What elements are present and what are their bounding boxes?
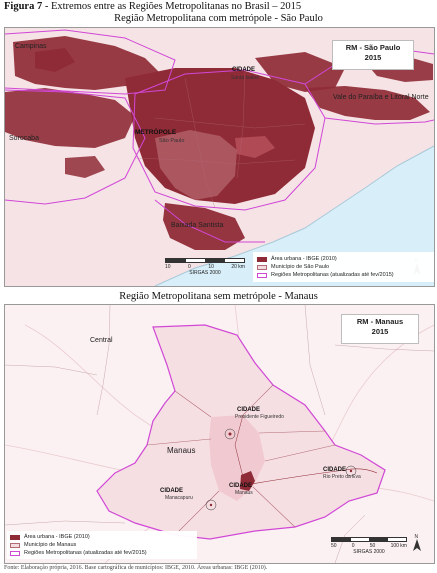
scale1-tick-b: 0 xyxy=(188,264,191,270)
map1-box-year: 2015 xyxy=(364,53,382,62)
figure-caption: - Extremos entre as Regiões Metropolitan… xyxy=(42,1,302,12)
map2-legend: Área urbana - IBGE (2010) Município de M… xyxy=(7,531,197,559)
place-manacapuru: Manacapuru xyxy=(165,495,193,501)
place-cidade-manacapuru: CIDADE xyxy=(160,488,183,494)
legend2-item: Município de Manaus xyxy=(10,541,194,549)
sao-paulo-municipality xyxy=(155,130,237,200)
place-rio-preto: Rio Preto da Eva xyxy=(323,474,361,480)
urban-areas-manaus xyxy=(209,432,353,507)
map1-title: Região Metropolitana com metrópole - São… xyxy=(114,13,323,24)
metro-boundaries xyxy=(5,29,434,243)
place-sao-paulo: São Paulo xyxy=(159,138,184,144)
map1-scale-bar: 10 0 10 20 km SIRGAS 2000 xyxy=(165,258,245,276)
svg-text:N: N xyxy=(415,534,419,540)
place-sorocaba: Sorocaba xyxy=(9,135,39,142)
map2-canvas: Central Manaus CIDADE Presidente Figueir… xyxy=(5,305,434,563)
figure-title: Figura 7 - Extremos entre as Regiões Met… xyxy=(4,1,301,12)
map1-legend: Área urbana - IBGE (2010) Município de S… xyxy=(253,252,434,282)
place-vale-paraiba: Vale do Paraíba e Litoral Norte xyxy=(333,94,429,101)
map2-scale-bar: 50 0 50 100 km SIRGAS 2000 xyxy=(331,537,407,555)
legend1-item: Município de São Paulo xyxy=(257,263,434,271)
place-manaus-small: Manaus xyxy=(235,490,253,496)
scale2-datum: SIRGAS 2000 xyxy=(353,549,385,555)
place-campinas: Campinas xyxy=(15,43,47,50)
north-arrow-icon: N xyxy=(413,534,421,551)
place-cidade-manaus: CIDADE xyxy=(229,483,252,489)
scale2-tick-a: 50 xyxy=(331,543,337,549)
place-baixada-santista: Baixada Santista xyxy=(171,222,224,229)
legend2-label-urban: Área urbana - IBGE (2010) xyxy=(24,534,90,540)
scale2-tick-c: 50 xyxy=(369,543,376,549)
legend2-item: Regiões Metropolitanas (atualizadas até … xyxy=(10,549,194,557)
place-santa-isabel: Santa Isabel xyxy=(231,75,259,81)
scale2-tick-d: 100 km xyxy=(390,543,407,549)
place-cidade-santa-isabel: CIDADE xyxy=(232,67,255,73)
map1-box-title: RM - São Paulo xyxy=(345,43,401,52)
legend2-label-municipality: Município de Manaus xyxy=(24,542,77,548)
place-central: Central xyxy=(90,337,113,344)
legend1-label-regions: Regiões Metropolitanas (atualizadas até … xyxy=(271,272,394,278)
scale1-tick-c: 10 xyxy=(208,264,214,270)
map1-frame: Campinas Sorocaba Vale do Paraíba e Lito… xyxy=(4,27,435,287)
place-cidade-pf: CIDADE xyxy=(237,407,260,413)
legend1-swatch-municipality xyxy=(257,264,267,270)
map2-title: Região Metropolitana sem metrópole - Man… xyxy=(119,291,318,302)
figure-source: Fonte: Elaboração própria, 2016. Base ca… xyxy=(4,565,268,571)
legend1-item: Área urbana - IBGE (2010) xyxy=(257,255,434,263)
scale2-tick-b: 0 xyxy=(351,543,355,549)
map2-info-box: RM - Manaus 2015 xyxy=(341,314,419,344)
figure-label: Figura 7 xyxy=(4,1,43,12)
map2-frame: Central Manaus CIDADE Presidente Figueir… xyxy=(4,304,435,564)
legend1-swatch-regions xyxy=(257,272,267,278)
place-manaus: Manaus xyxy=(167,446,195,455)
legend1-item: Regiões Metropolitanas (atualizadas até … xyxy=(257,271,434,279)
scale1-datum: SIRGAS 2000 xyxy=(189,270,221,276)
legend2-label-regions: Regiões Metropolitanas (atualizadas até … xyxy=(24,550,147,556)
legend2-swatch-regions xyxy=(10,550,20,556)
scale1-tick-d: 20 km xyxy=(231,264,245,270)
legend2-item: Área urbana - IBGE (2010) xyxy=(10,533,194,541)
legend2-swatch-municipality xyxy=(10,542,20,548)
place-cidade-rio-preto: CIDADE xyxy=(323,467,346,473)
map1-info-box: RM - São Paulo 2015 xyxy=(332,40,414,70)
legend1-label-municipality: Município de São Paulo xyxy=(271,264,330,270)
map2-box-title: RM - Manaus xyxy=(356,317,404,326)
place-metropole: METRÓPOLE xyxy=(135,127,177,136)
legend1-label-urban: Área urbana - IBGE (2010) xyxy=(271,256,337,262)
scale1-tick-a: 10 xyxy=(165,264,171,270)
place-presidente-figueiredo: Presidente Figueiredo xyxy=(235,414,284,420)
legend1-swatch-urban xyxy=(257,256,267,262)
map2-box-year: 2015 xyxy=(371,327,389,336)
legend2-swatch-urban xyxy=(10,534,20,540)
